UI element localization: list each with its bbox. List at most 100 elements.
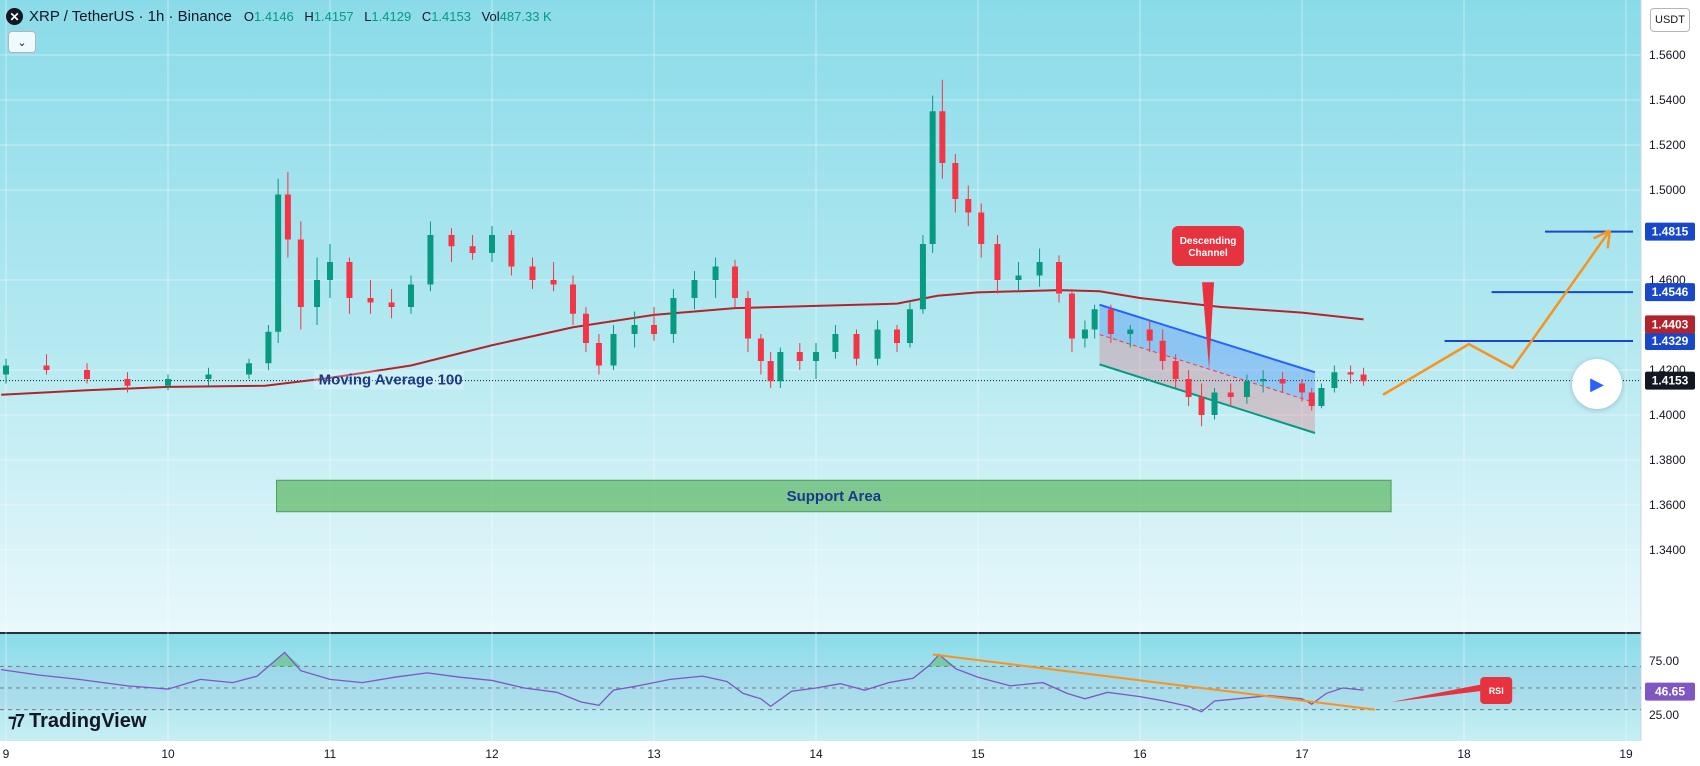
ohlc-open-value: 1.4146 (254, 9, 294, 24)
candle-bearish (939, 111, 946, 163)
ohlc-high-value: 1.4157 (313, 9, 354, 24)
time-tick-label: 19 (1619, 747, 1633, 761)
candle-bearish (84, 370, 90, 379)
candle-bullish (3, 365, 9, 375)
rsi-line (1, 651, 1364, 713)
candle-bullish (327, 262, 333, 280)
rsi-value-label: 46.65 (1655, 685, 1685, 699)
candle-bearish (570, 284, 576, 314)
candle-bearish (1360, 374, 1367, 382)
candles-group (3, 79, 1367, 427)
currency-badge[interactable]: USDT (1650, 8, 1690, 32)
candle-bullish (906, 309, 913, 343)
time-tick-label: 15 (971, 747, 985, 761)
brand-name: TradingView (28, 710, 147, 732)
time-tick-label: 12 (485, 747, 499, 761)
candle-bullish (1260, 379, 1267, 382)
time-axis[interactable] (0, 741, 1700, 766)
time-tick-label: 17 (1295, 747, 1309, 761)
candle-bearish (1068, 293, 1075, 339)
pane-divider[interactable] (0, 632, 1700, 634)
chevron-down-icon[interactable]: ⌄ (8, 31, 36, 53)
candle-bullish (275, 194, 282, 332)
channel-lower-line (1099, 363, 1316, 434)
ohlc-values: O1.4146 H1.4157 L1.4129 C1.4153 Vol487.3… (244, 9, 559, 24)
channel-callout-label-line1: Descending (1180, 236, 1237, 247)
candle-bullish (246, 363, 252, 375)
price-tick-label: 1.5600 (1649, 48, 1686, 62)
candle-bearish (1056, 262, 1062, 294)
candle-bullish (712, 266, 719, 280)
candle-bullish (610, 334, 617, 366)
price-badge-label: 1.4403 (1652, 317, 1689, 331)
ohlc-low-key: L (364, 9, 372, 24)
projection-arrow-path (1382, 229, 1611, 396)
moving-average-label: Moving Average 100 (319, 372, 463, 389)
tradingview-mark-icon: ⁊7 (8, 711, 25, 731)
candle-bullish (1211, 392, 1218, 415)
candle-bullish (1081, 329, 1088, 339)
projection-arrowhead-left (1606, 230, 1612, 249)
candle-bearish (744, 298, 751, 339)
rsi-callout-label: RSI (1489, 686, 1504, 696)
candle-bearish (1198, 397, 1205, 415)
candle-bullish (1036, 262, 1043, 276)
play-button[interactable]: ▶ (1572, 359, 1622, 409)
price-badge (1645, 315, 1695, 334)
level-price-label: 1.4546 (1652, 285, 1689, 299)
candle-bullish (265, 331, 272, 364)
candle-bullish (489, 235, 495, 253)
price-tick-label: 1.3600 (1649, 498, 1686, 512)
channel-callout-pointer (1202, 282, 1215, 369)
ohlc-close-key: C (421, 9, 432, 24)
candle-bearish (1279, 379, 1286, 384)
candle-bullish (1331, 372, 1338, 388)
candle-bullish (813, 352, 819, 361)
candle-bearish (994, 244, 1001, 280)
channel-mid-line (1099, 334, 1316, 404)
candle-bearish (796, 352, 803, 361)
candle-bearish (284, 194, 291, 240)
candle-bearish (732, 266, 738, 298)
candle-bullish (929, 111, 936, 244)
level-price-label: 1.4329 (1652, 334, 1689, 348)
candle-bearish (1227, 392, 1234, 397)
candle-bullish (691, 280, 698, 298)
price-tick-label: 1.5400 (1649, 93, 1686, 107)
candle-bearish (894, 329, 900, 343)
candle-bearish (529, 266, 536, 280)
candle-bullish (919, 244, 926, 310)
candle-bearish (651, 325, 657, 334)
candle-bearish (388, 302, 395, 307)
channel-upper-fill (1099, 304, 1315, 403)
time-tick-label: 9 (3, 747, 10, 761)
candle-bullish (205, 374, 212, 379)
rsi-tick-label: 25.00 (1649, 708, 1679, 722)
price-chart-pane[interactable] (0, 0, 1700, 632)
candle-bullish (777, 352, 784, 382)
price-tick-label: 1.3800 (1649, 453, 1686, 467)
candle-bearish (124, 379, 131, 386)
ohlc-volume-value: 487.33 K (499, 9, 552, 24)
ohlc-low-value: 1.4129 (371, 9, 412, 24)
candle-bearish (1308, 392, 1315, 406)
projection-arrowhead-right (1593, 229, 1611, 240)
candle-bullish (1127, 329, 1134, 334)
candle-bullish (1243, 381, 1250, 397)
price-axis-background (1641, 0, 1700, 741)
candle-bearish (1146, 329, 1153, 341)
ohlc-volume-key: Vol (481, 9, 500, 24)
rsi-trendline (932, 653, 1376, 711)
rsi-overbought-fill (268, 652, 301, 667)
candle-bearish (297, 239, 304, 307)
candle-bearish (595, 343, 602, 366)
symbol-header: ✕ XRP / TetherUS · 1h · Binance O1.4146 … (6, 8, 559, 25)
candle-bullish (1015, 275, 1022, 280)
x-logo-icon: ✕ (6, 8, 23, 25)
symbol-title[interactable]: XRP / TetherUS · 1h · Binance (29, 8, 232, 25)
time-tick-label: 11 (324, 747, 337, 761)
tradingview-logo: ⁊7 TradingView (8, 710, 146, 733)
candle-bearish (853, 334, 860, 359)
candle-bearish (469, 246, 476, 253)
